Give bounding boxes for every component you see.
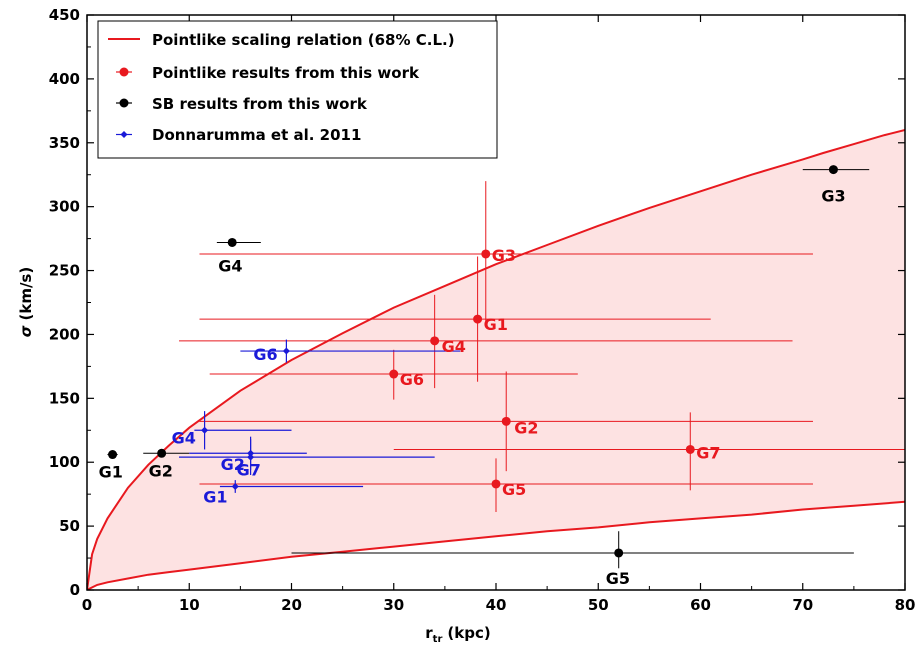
x-tick-label: 20 — [281, 596, 302, 614]
y-axis-label-unit: (km/s) — [17, 267, 35, 321]
data-point — [481, 249, 491, 259]
data-point — [231, 483, 239, 490]
point-label: G4 — [172, 428, 196, 447]
data-point — [389, 369, 399, 379]
point-label: G7 — [237, 460, 261, 479]
data-point — [430, 336, 440, 346]
data-point — [828, 165, 838, 175]
y-tick-label: 200 — [49, 325, 80, 343]
legend-box — [97, 20, 498, 159]
point-label: G5 — [502, 480, 526, 499]
point-label: G3 — [492, 246, 516, 265]
x-axis-label-unit: (kpc) — [447, 624, 490, 642]
axis-ticks: 0 10 20 30 40 50 60 70 80 0 50 100 150 200 250 300 350 40… — [49, 6, 916, 614]
y-tick-label: 350 — [49, 134, 80, 152]
y-tick-label: 250 — [49, 262, 80, 280]
x-axis-label-subscript: tr — [433, 634, 443, 645]
data-point — [473, 314, 483, 324]
legend: Pointlike scaling relation (68% C.L.) Po… — [97, 20, 498, 159]
y-tick-label: 50 — [59, 517, 80, 535]
point-label: G6 — [400, 370, 424, 389]
y-axis-label-symbol: σ — [17, 325, 35, 337]
point-label: G6 — [253, 345, 277, 364]
x-tick-label: 60 — [690, 596, 711, 614]
y-tick-label: 400 — [49, 70, 80, 88]
x-tick-label: 50 — [588, 596, 609, 614]
point-label: G7 — [696, 443, 720, 462]
x-axis-label: rtr (kpc) — [425, 624, 490, 645]
point-label: G2 — [149, 461, 173, 480]
x-tick-label: 70 — [792, 596, 813, 614]
data-point — [108, 450, 118, 460]
point-label: G1 — [484, 315, 508, 334]
y-tick-label: 300 — [49, 198, 80, 216]
data-point — [247, 449, 255, 457]
point-label: G5 — [606, 569, 630, 588]
x-axis-label-main: r — [425, 624, 433, 642]
x-tick-label: 80 — [895, 596, 916, 614]
legend-entry-1: Pointlike results from this work — [152, 64, 420, 82]
data-markers — [108, 165, 838, 558]
data-point — [282, 347, 290, 355]
data-point — [227, 237, 237, 247]
data-point — [614, 548, 624, 558]
x-tick-label: 0 — [82, 596, 92, 614]
y-axis-label: σ (km/s) — [17, 267, 35, 337]
y-tick-label: 0 — [70, 581, 80, 599]
point-labels: G1 G2 G3 G4 G5 G6 G7 G1 G2 G3 G4 G5 G1 G2 G4 G6 G7 — [99, 187, 846, 588]
data-point — [157, 448, 167, 458]
data-point — [201, 426, 209, 434]
legend-entry-2: SB results from this work — [152, 95, 368, 113]
y-tick-label: 450 — [49, 6, 80, 24]
point-label: G3 — [821, 187, 845, 206]
data-point — [501, 416, 511, 426]
scaling-relation-upper-curve — [87, 129, 905, 590]
point-label: G4 — [442, 337, 466, 356]
point-label: G4 — [218, 256, 242, 275]
legend-entry-0: Pointlike scaling relation (68% C.L.) — [152, 31, 455, 49]
point-label: G2 — [221, 455, 245, 474]
scaling-relation-lower-curve — [87, 500, 905, 590]
y-tick-label: 100 — [49, 453, 80, 471]
data-point — [685, 444, 695, 454]
data-point — [491, 479, 501, 489]
point-label: G2 — [514, 418, 538, 437]
x-tick-label: 10 — [179, 596, 200, 614]
x-tick-label: 30 — [383, 596, 404, 614]
legend-entry-3: Donnarumma et al. 2011 — [152, 126, 361, 144]
point-label: G1 — [203, 488, 227, 507]
y-tick-label: 150 — [49, 389, 80, 407]
confidence-band-fill — [87, 130, 905, 590]
data-point — [247, 453, 255, 461]
x-tick-label: 40 — [486, 596, 507, 614]
point-label: G1 — [99, 463, 123, 482]
